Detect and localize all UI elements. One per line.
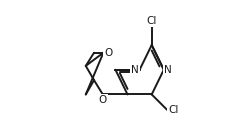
Text: O: O (98, 95, 106, 105)
Text: Cl: Cl (146, 16, 156, 26)
Text: N: N (131, 65, 138, 75)
Text: O: O (104, 48, 112, 58)
Text: Cl: Cl (167, 105, 178, 115)
Text: N: N (164, 65, 172, 75)
